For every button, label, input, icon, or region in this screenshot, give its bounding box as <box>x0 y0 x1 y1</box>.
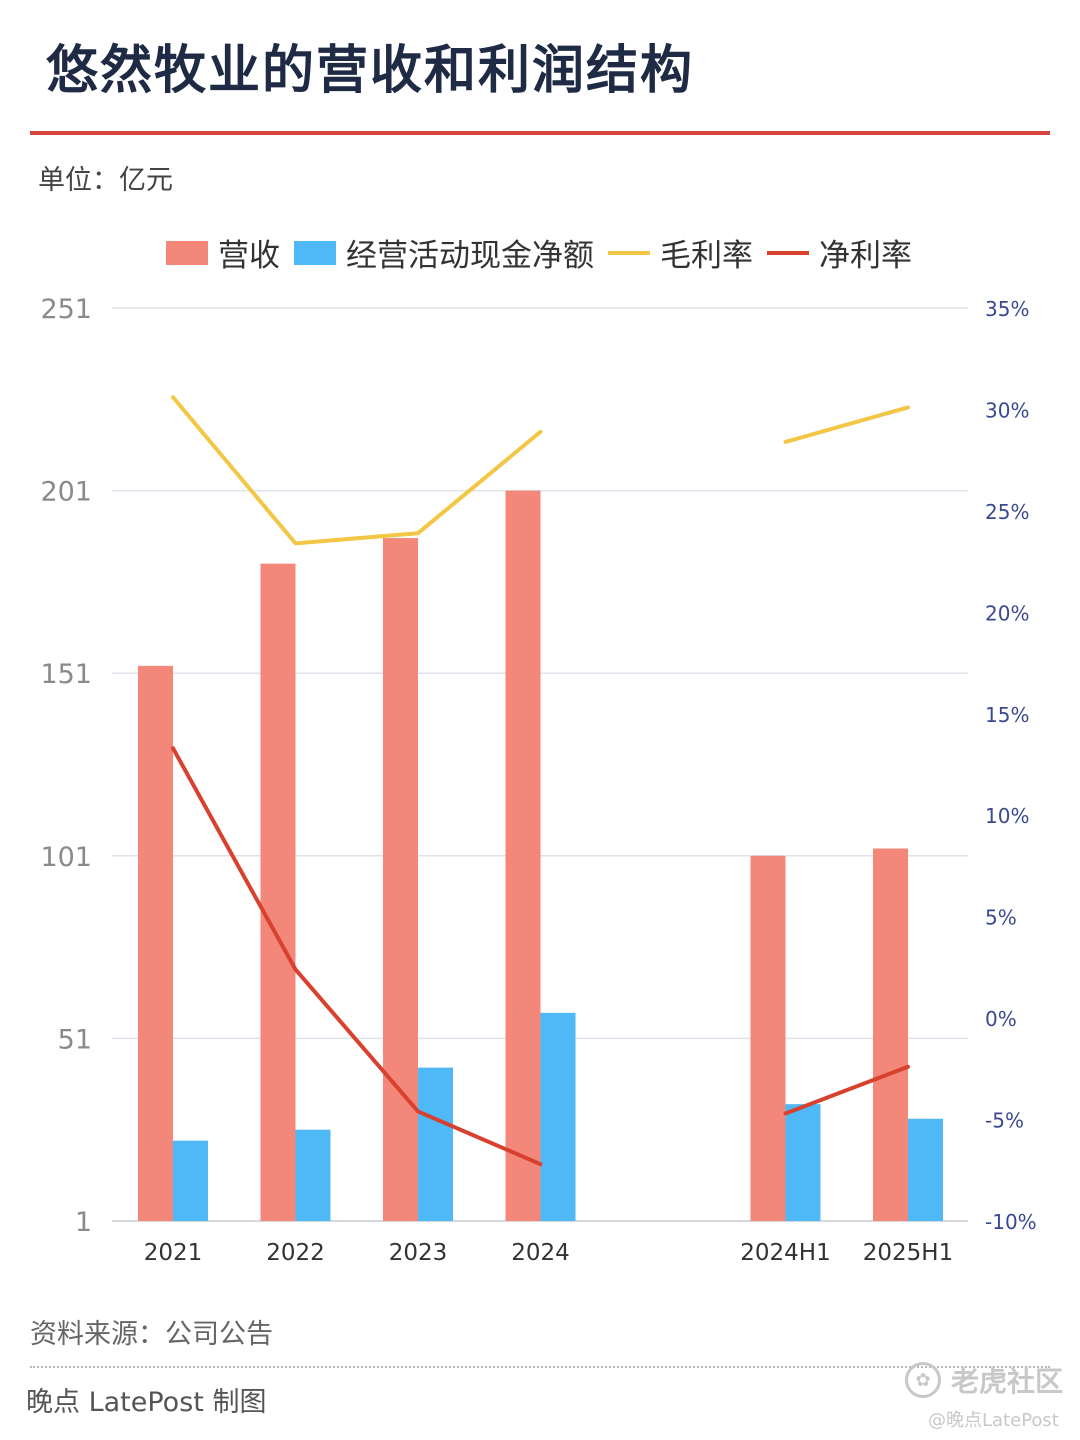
y-left-tick-label: 201 <box>40 477 92 508</box>
line-gross-margin <box>783 405 910 444</box>
legend-item-gross-margin: 毛利率 <box>608 230 753 275</box>
y-left-tick-label: 51 <box>58 1024 92 1055</box>
x-tick-label: 2022 <box>266 1240 325 1266</box>
y-right-tick-label: 10% <box>985 804 1029 828</box>
y-right-tick-label: 25% <box>985 500 1029 524</box>
line-net-margin <box>783 1064 910 1116</box>
tiger-logo-icon: ✿ <box>905 1362 941 1398</box>
legend-item-cashflow: 经营活动现金净额 <box>294 230 594 275</box>
watermark-badge: ✿ 老虎社区 <box>905 1360 1063 1400</box>
unit-label: 单位：亿元 <box>38 165 173 196</box>
y-left-tick-label: 251 <box>40 294 92 325</box>
y-right-tick-label: 35% <box>985 297 1029 321</box>
bar-revenue <box>383 538 418 1221</box>
watermark-site: 老虎社区 <box>951 1365 1064 1398</box>
x-tick-label: 2025H1 <box>863 1240 953 1266</box>
legend-label-revenue: 营收 <box>218 238 280 274</box>
x-tick-label: 2023 <box>389 1240 448 1266</box>
source-note: 资料来源：公司公告 <box>30 1319 273 1350</box>
bar-cashflow <box>908 1118 943 1221</box>
bar-cashflow <box>295 1129 331 1221</box>
footer-divider <box>30 1366 1050 1368</box>
bar-cashflow <box>173 1140 208 1221</box>
bar-revenue <box>750 855 786 1221</box>
bar-revenue <box>873 848 908 1221</box>
y-left-tick-label: 101 <box>40 842 92 873</box>
watermark-handle: @晚点LatePost <box>928 1410 1059 1431</box>
y-right-tick-label: 15% <box>985 703 1029 727</box>
y-right-tick-label: 0% <box>985 1007 1017 1031</box>
legend-line-gross-margin <box>608 250 650 255</box>
x-tick-label: 2024H1 <box>740 1240 830 1266</box>
bar-revenue <box>260 563 296 1221</box>
legend-label-cashflow: 经营活动现金净额 <box>346 238 594 274</box>
legend-swatch-cashflow <box>294 240 336 265</box>
legend-item-revenue: 营收 <box>166 230 280 275</box>
y-left-tick-label: 1 <box>75 1207 92 1238</box>
line-net-margin <box>171 746 543 1167</box>
bar-revenue <box>138 665 173 1221</box>
y-right-tick-label: -5% <box>985 1109 1024 1133</box>
legend-item-net-margin: 净利率 <box>767 230 912 275</box>
legend-label-net-margin: 净利率 <box>819 238 912 274</box>
legend-swatch-revenue <box>166 240 208 265</box>
bar-cashflow <box>418 1067 453 1221</box>
y-right-tick-label: 30% <box>985 398 1029 422</box>
chart-legend: 营收 经营活动现金净额 毛利率 净利率 <box>166 230 926 275</box>
bar-cashflow <box>540 1012 576 1221</box>
x-tick-label: 2024 <box>511 1240 570 1266</box>
legend-line-net-margin <box>767 250 809 255</box>
bar-cashflow <box>785 1104 821 1221</box>
credit-note: 晚点 LatePost 制图 <box>26 1387 267 1418</box>
y-right-tick-label: -10% <box>985 1210 1037 1234</box>
title-divider <box>30 131 1050 135</box>
y-right-tick-label: 20% <box>985 601 1029 625</box>
bar-revenue <box>505 490 541 1222</box>
y-left-tick-label: 151 <box>40 659 92 690</box>
chart-plot: 251 201 151 101 51 1 35% 30% 25% 20% 15% 10% 5% 0% -5%… <box>40 294 1037 1266</box>
chart-title: 悠然牧业的营收和利润结构 <box>46 41 695 101</box>
x-tick-label: 2021 <box>144 1240 203 1266</box>
line-gross-margin <box>171 395 543 546</box>
legend-label-gross-margin: 毛利率 <box>660 238 753 274</box>
y-right-tick-label: 5% <box>985 906 1017 930</box>
